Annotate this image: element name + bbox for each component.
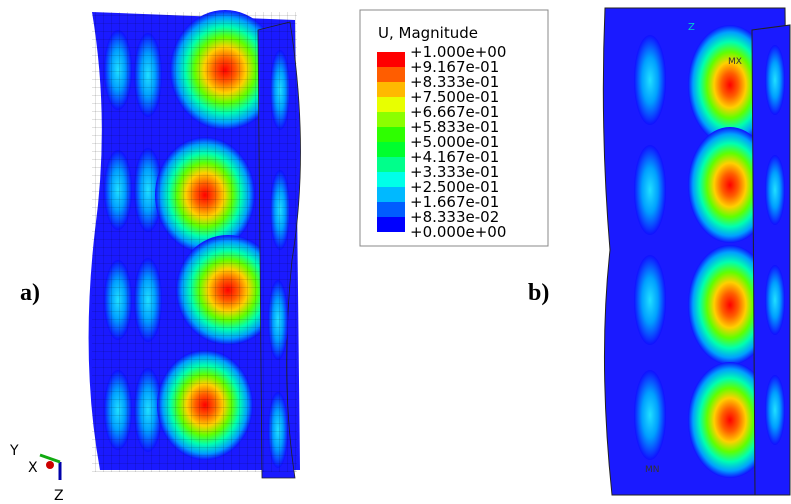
axis-marker: Z <box>688 22 695 33</box>
contour <box>765 375 785 445</box>
triad-x <box>46 461 54 469</box>
panel-b: Z MX MN b) <box>528 8 790 495</box>
triad-y <box>40 455 60 462</box>
page-body: {"legend": {"title": "U, Magnitude", "en… <box>0 0 791 504</box>
legend-swatch <box>377 52 405 67</box>
min-marker: MN <box>645 465 660 475</box>
figure: a) Y X Z U, Magnitude +1.000e+00+9.167e-… <box>0 0 791 504</box>
max-marker: MX <box>728 57 742 67</box>
legend-swatch <box>377 142 405 157</box>
triad-label: Z <box>54 488 64 504</box>
legend-swatch <box>377 187 405 202</box>
panel-a: a) Y X Z <box>9 10 301 504</box>
triad-label: Y <box>9 443 19 459</box>
legend-title: U, Magnitude <box>378 24 478 42</box>
panel-label: b) <box>528 280 549 306</box>
mesh <box>92 12 297 472</box>
contour <box>634 370 666 460</box>
contour <box>765 155 785 225</box>
contour <box>765 45 785 115</box>
page: body { margin: 0; width: 791px; height: … <box>0 0 791 504</box>
panel-label: a) <box>20 280 40 306</box>
contour <box>634 145 666 235</box>
contour <box>634 35 666 125</box>
contour <box>634 255 666 345</box>
legend: U, Magnitude +1.000e+00+9.167e-01+8.333e… <box>360 10 548 246</box>
legend-entry: +0.000e+00 <box>410 223 506 241</box>
legend-swatch <box>377 217 405 232</box>
legend-swatch <box>377 67 405 82</box>
legend-swatch <box>377 202 405 217</box>
contour <box>765 265 785 335</box>
legend-swatch <box>377 97 405 112</box>
legend-swatch <box>377 127 405 142</box>
legend-swatch <box>377 82 405 97</box>
legend-swatch <box>377 112 405 127</box>
legend-swatch <box>377 172 405 187</box>
triad-label: X <box>28 460 38 476</box>
legend-swatch <box>377 157 405 172</box>
